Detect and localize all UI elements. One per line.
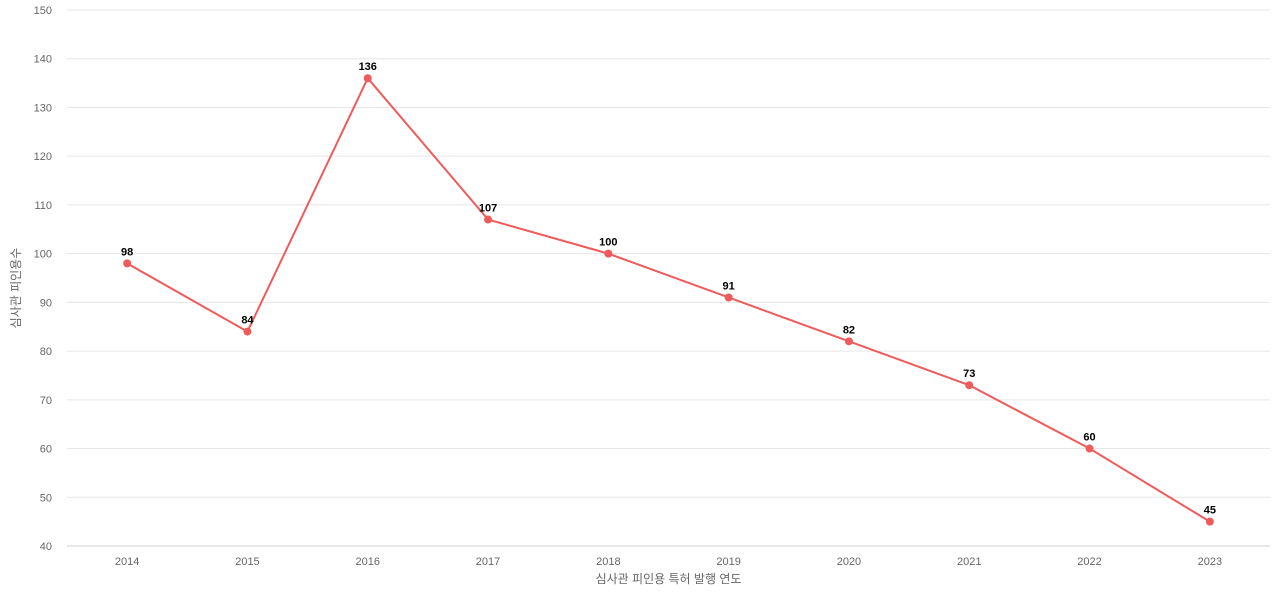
y-tick-label: 50 xyxy=(40,492,52,504)
data-label: 136 xyxy=(359,61,377,73)
data-label: 84 xyxy=(241,315,254,327)
x-tick-label: 2018 xyxy=(596,556,620,568)
data-point xyxy=(1085,444,1094,453)
data-label: 91 xyxy=(723,280,735,292)
data-point xyxy=(604,249,613,258)
data-point xyxy=(243,327,252,336)
series-line xyxy=(126,76,1211,523)
y-tick-label: 70 xyxy=(40,395,52,407)
y-tick-label: 120 xyxy=(34,151,52,163)
data-label: 60 xyxy=(1083,432,1095,444)
y-tick-label: 90 xyxy=(40,297,52,309)
y-tick-label: 110 xyxy=(34,200,52,212)
y-axis-ticks: 40 50 60 70 80 90 100 110 120 130 140 150 xyxy=(34,5,52,553)
grid-lines xyxy=(67,9,1270,498)
x-tick-label: 2023 xyxy=(1198,556,1222,568)
data-point xyxy=(724,293,733,302)
data-point xyxy=(965,381,974,390)
series-group xyxy=(123,74,1214,526)
data-point xyxy=(123,259,132,268)
y-tick-label: 60 xyxy=(40,444,52,456)
x-tick-label: 2015 xyxy=(235,556,259,568)
data-point xyxy=(844,337,853,346)
data-label: 107 xyxy=(479,203,497,215)
y-tick-label: 150 xyxy=(34,5,52,17)
y-axis-title: 심사관 피인용수 xyxy=(9,248,23,329)
x-tick-label: 2014 xyxy=(115,556,139,568)
data-label: 98 xyxy=(121,246,133,258)
data-point xyxy=(484,215,493,224)
x-axis-title: 심사관 피인용 특허 발행 연도 xyxy=(596,571,742,586)
data-labels: 98 84 136 107 100 91 82 73 60 45 xyxy=(121,61,1216,516)
data-label: 100 xyxy=(599,237,617,249)
y-tick-label: 100 xyxy=(34,249,52,261)
data-label: 45 xyxy=(1204,505,1216,517)
y-tick-label: 80 xyxy=(40,346,52,358)
x-tick-label: 2021 xyxy=(957,556,981,568)
data-label: 82 xyxy=(843,324,855,336)
y-tick-label: 130 xyxy=(34,102,52,114)
x-tick-label: 2019 xyxy=(716,556,740,568)
x-tick-label: 2022 xyxy=(1077,556,1101,568)
y-tick-label: 140 xyxy=(34,54,52,66)
x-tick-label: 2016 xyxy=(356,556,380,568)
data-point xyxy=(1205,517,1214,526)
x-tick-label: 2017 xyxy=(476,556,500,568)
x-axis-ticks: 2014 2015 2016 2017 2018 2019 2020 2021 2022 2023 xyxy=(115,556,1222,568)
data-point xyxy=(363,74,372,83)
y-tick-label: 40 xyxy=(40,541,52,553)
x-tick-label: 2020 xyxy=(837,556,861,568)
data-label: 73 xyxy=(963,368,975,380)
